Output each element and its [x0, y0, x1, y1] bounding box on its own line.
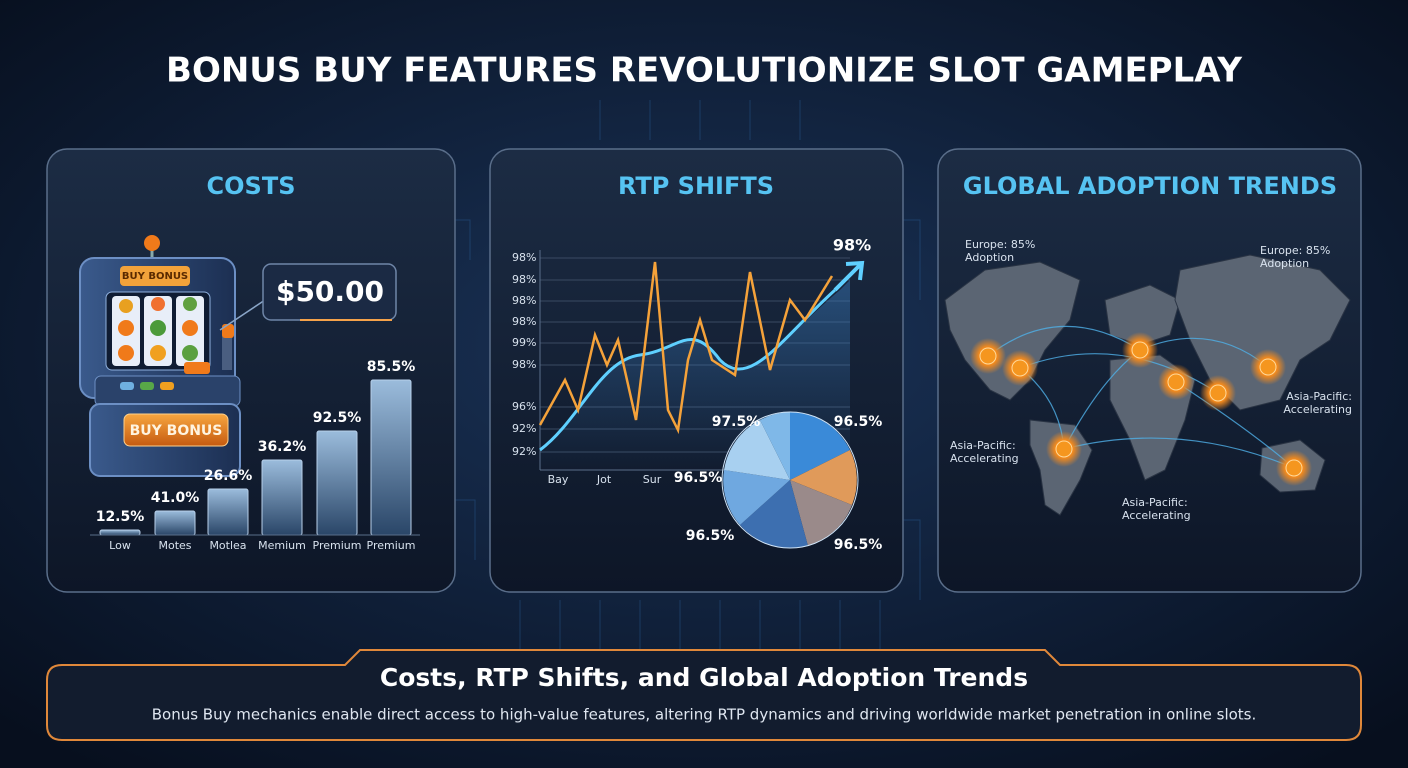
- callout-text: Accelerating: [1283, 403, 1352, 416]
- callout-title: Europe: 85%: [965, 238, 1035, 251]
- cost-bar: [207, 488, 249, 536]
- cost-bar: [316, 430, 358, 536]
- panel-heading: COSTS: [207, 172, 296, 200]
- peak-label: 98%: [833, 236, 871, 255]
- callout-title: Asia-Pacific:: [1122, 496, 1188, 509]
- pie-label: 96.5%: [686, 528, 735, 544]
- hotspot: [1131, 341, 1149, 359]
- hotspot: [1285, 459, 1303, 477]
- callout-text: Adoption: [965, 251, 1014, 264]
- y-label: 92%: [512, 422, 536, 435]
- y-label: 99%: [512, 336, 536, 349]
- pie-label: 96.5%: [834, 414, 883, 430]
- callout-text: Adoption: [1260, 257, 1309, 270]
- callout-title: Asia-Pacific:: [950, 439, 1016, 452]
- pie-label: 96.5%: [674, 470, 723, 486]
- y-label: 98%: [512, 358, 536, 371]
- callout-text: Accelerating: [1122, 509, 1191, 522]
- callout-title: Europe: 85%: [1260, 244, 1330, 257]
- slot-machine: [79, 235, 241, 477]
- footer-heading: Costs, RTP Shifts, and Global Adoption T…: [380, 663, 1028, 692]
- y-label: 98%: [512, 315, 536, 328]
- page-title: BONUS BUY FEATURES REVOLUTIONIZE SLOT GA…: [166, 51, 1242, 91]
- machine-button: BUY BONUS: [130, 423, 223, 439]
- y-label: 98%: [512, 251, 536, 264]
- footer-box: [46, 649, 1362, 741]
- bar-label: 92.5%: [313, 410, 362, 426]
- bar-category: Memium: [258, 539, 306, 552]
- bar-category: Premium: [367, 539, 416, 552]
- volatility-line: [538, 261, 834, 435]
- hotspot: [1259, 358, 1277, 376]
- bar-label: 12.5%: [96, 509, 145, 525]
- y-label: 96%: [512, 400, 536, 413]
- footer-text: Bonus Buy mechanics enable direct access…: [152, 706, 1257, 724]
- hotspot: [1209, 384, 1227, 402]
- callout-text: Accelerating: [950, 452, 1019, 465]
- cost-bar: [99, 529, 141, 536]
- circuit-lines: [455, 100, 921, 650]
- bar-category: Motlea: [209, 539, 246, 552]
- pie-label: 96.5%: [834, 537, 883, 553]
- pie-label: 97.5%: [712, 414, 761, 430]
- bar-label: 26.6%: [204, 468, 253, 484]
- y-label: 92%: [512, 445, 536, 458]
- bar-category: Premium: [313, 539, 362, 552]
- machine-sign: BUY BONUS: [122, 271, 188, 282]
- panel-heading: RTP SHIFTS: [618, 172, 774, 200]
- x-label: Sur: [643, 473, 662, 486]
- hotspot: [1167, 373, 1185, 391]
- pie: [721, 411, 859, 549]
- x-label: Jot: [596, 473, 612, 486]
- y-label: 98%: [512, 273, 536, 286]
- bar-category: Motes: [158, 539, 191, 552]
- cost-bar: [261, 459, 303, 536]
- callout-title: Asia-Pacific:: [1286, 390, 1352, 403]
- y-label: 98%: [512, 294, 536, 307]
- hotspot: [979, 347, 997, 365]
- bar-label: 85.5%: [367, 359, 416, 375]
- trend-line: [539, 288, 837, 452]
- cost-bar: [154, 510, 196, 536]
- panel-heading: GLOBAL ADOPTION TRENDS: [963, 172, 1337, 200]
- hotspot: [1011, 359, 1029, 377]
- price-connector: [219, 299, 266, 331]
- bar-category: Low: [109, 539, 131, 552]
- price: $50.00: [276, 275, 384, 308]
- hotspot: [1055, 440, 1073, 458]
- bar-label: 36.2%: [258, 439, 307, 455]
- x-label: Bay: [548, 473, 569, 486]
- cost-bar: [370, 379, 412, 536]
- trend-arrow: [833, 260, 865, 292]
- bar-label: 41.0%: [151, 490, 200, 506]
